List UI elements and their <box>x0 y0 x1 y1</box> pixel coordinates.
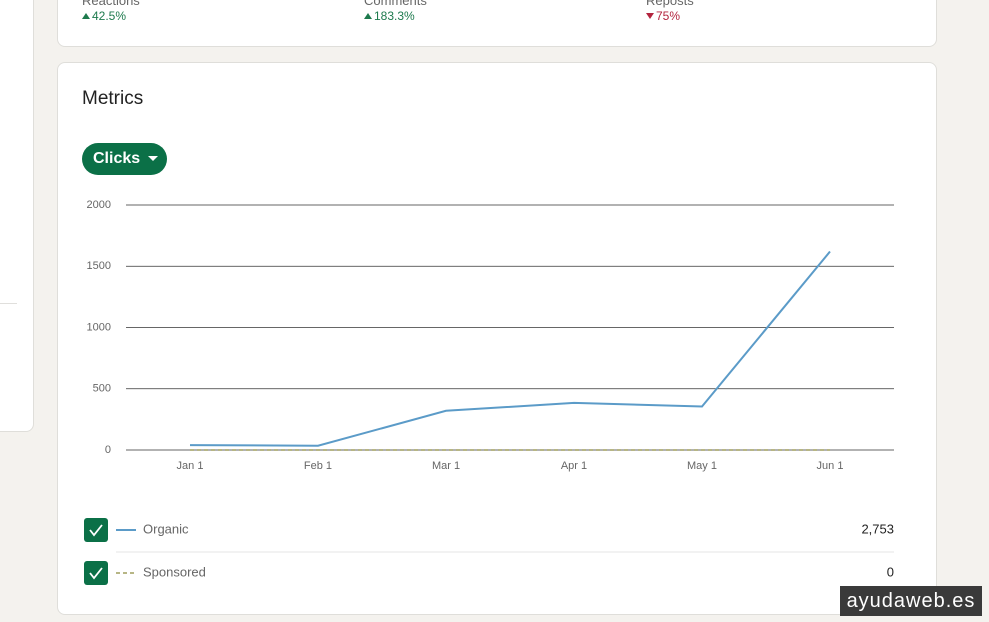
x-tick-label: May 1 <box>687 460 717 472</box>
check-icon <box>89 567 103 580</box>
left-card <box>0 0 34 432</box>
x-tick-label: Jun 1 <box>817 460 844 472</box>
x-tick-label: Jan 1 <box>177 460 204 472</box>
stat-label: Comments <box>364 0 427 8</box>
stat-change-value: 75% <box>656 9 681 23</box>
caret-icon <box>148 156 159 161</box>
x-tick-label: Feb 1 <box>304 460 332 472</box>
stat-change: 42.5% <box>82 9 126 23</box>
arrow-icon <box>364 13 372 19</box>
metrics-card: Metrics Clicks <box>57 62 937 615</box>
legend-total: 0 <box>887 564 894 579</box>
legend-label: Organic <box>143 521 189 536</box>
y-tick-label: 1500 <box>87 260 111 272</box>
y-tick-label: 1000 <box>87 321 111 333</box>
arrow-icon <box>646 13 654 19</box>
y-tick-label: 500 <box>93 383 111 395</box>
x-tick-label: Apr 1 <box>561 460 587 472</box>
dropdown-button[interactable]: Clicks <box>82 143 167 175</box>
y-tick-label: 2000 <box>87 199 111 211</box>
x-tick-label: Mar 1 <box>432 460 460 472</box>
dropdown-label: Clicks <box>93 150 141 167</box>
metrics-title: Metrics <box>82 88 144 109</box>
stats-card: Reactions 42.5% Comments 183.3% Reposts 75% <box>57 0 937 47</box>
stat-change: 183.3% <box>364 9 415 23</box>
y-tick-label: 0 <box>105 444 111 456</box>
stat-change: 75% <box>646 9 680 23</box>
line-series <box>189 250 831 447</box>
checkbox[interactable] <box>84 561 108 585</box>
legend-total: 2,753 <box>861 521 894 536</box>
stat-label: Reactions <box>82 0 140 8</box>
checkbox[interactable] <box>84 518 108 542</box>
stat-change-value: 183.3% <box>374 9 415 23</box>
stat-change-value: 42.5% <box>92 9 127 23</box>
watermark: ayudaweb.es <box>840 586 982 616</box>
arrow-icon <box>82 13 90 19</box>
check-icon <box>89 524 103 537</box>
divider <box>0 303 17 304</box>
legend-label: Sponsored <box>143 564 206 579</box>
stat-label: Reposts <box>646 0 694 8</box>
